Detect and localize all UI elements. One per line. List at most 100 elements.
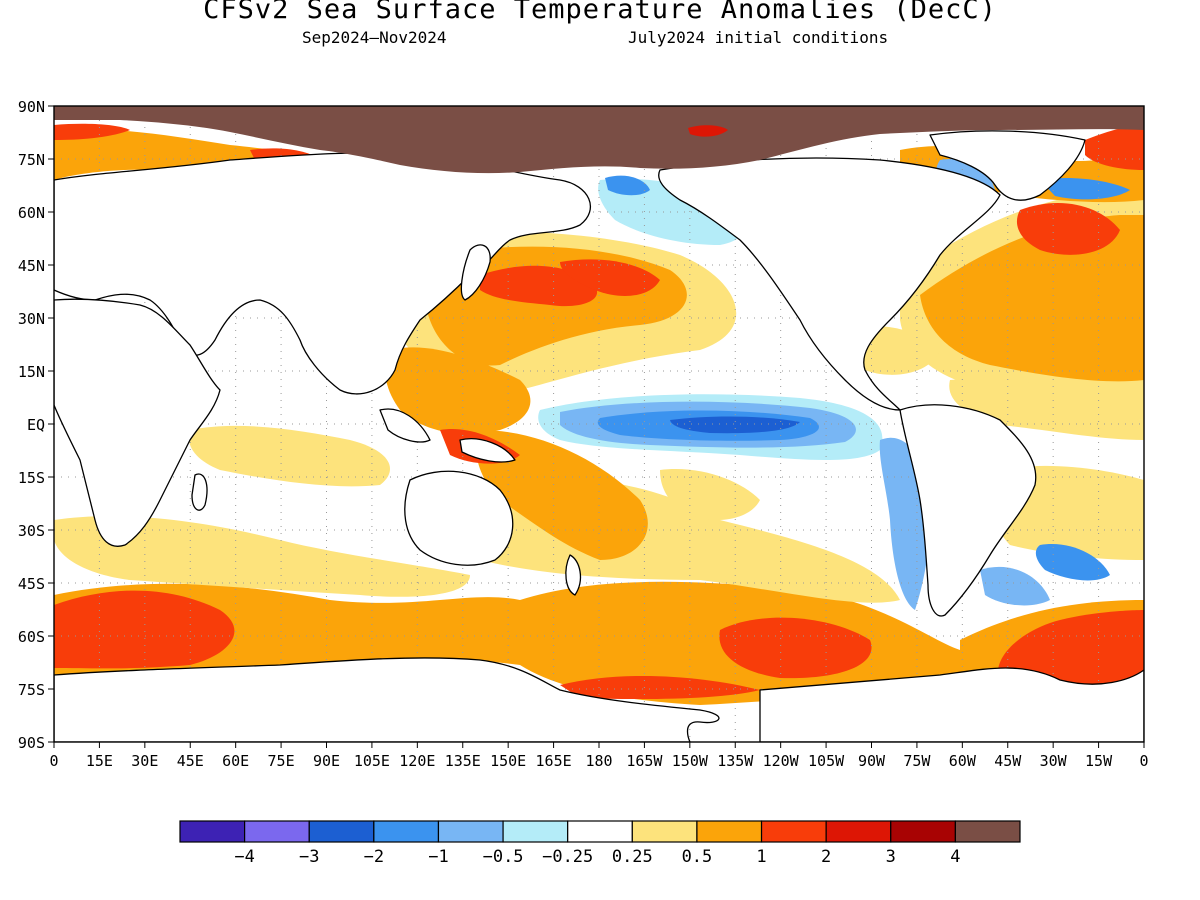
anomaly-greenland-sea-hot xyxy=(1085,125,1144,170)
anomaly-south-atlantic-hot xyxy=(998,610,1144,690)
lat-tick-label: 45N xyxy=(18,257,45,275)
anomaly-coral-sea-warm xyxy=(476,430,648,560)
lon-tick-label: 150W xyxy=(672,752,709,770)
anomaly-south-atlantic-cool xyxy=(980,566,1050,606)
colorbar-label: 3 xyxy=(886,847,896,867)
polar-ice-mask xyxy=(54,106,1144,174)
anomaly-barents-hot xyxy=(54,123,130,140)
lat-tick-label: 15N xyxy=(18,363,45,381)
lon-tick-label: 75W xyxy=(903,752,931,770)
land-south-america xyxy=(899,404,1037,617)
land-japan xyxy=(460,244,491,301)
lon-tick-label: 15W xyxy=(1085,752,1113,770)
map-field xyxy=(54,106,1144,742)
anomaly-brazil-current-cool xyxy=(1035,544,1110,581)
anomaly-nino34-core xyxy=(670,416,800,434)
anomaly-bering-cool xyxy=(605,175,650,196)
land-madagascar xyxy=(191,473,208,511)
colorbar-swatch xyxy=(825,820,892,843)
colorbar-swatch xyxy=(567,820,633,843)
chart-title: CFSv2 Sea Surface Temperature Anomalies … xyxy=(203,0,997,25)
colorbar-swatch xyxy=(760,820,827,843)
colorbar-label: 0.5 xyxy=(682,847,713,867)
land-north-america xyxy=(658,157,1001,411)
lon-tick-label: 165E xyxy=(536,752,572,770)
land-new-zealand xyxy=(565,554,582,596)
latitude-axis: 90N 75N 60N 45N 30N 15N EQ 15S 30S 45S 60S 75S 90S xyxy=(18,98,54,752)
lon-tick-label: 135E xyxy=(445,752,481,770)
lon-tick-label: 120E xyxy=(399,752,435,770)
lat-tick-label: 60N xyxy=(18,204,45,222)
lon-tick-label: 0 xyxy=(49,752,58,770)
anomaly-north-pacific-hot xyxy=(480,265,598,307)
lon-tick-label: 180 xyxy=(585,752,612,770)
lat-tick-label: EQ xyxy=(27,416,45,434)
lat-tick-label: 75N xyxy=(18,151,45,169)
colorbar-swatch xyxy=(890,820,956,843)
lat-tick-label: 15S xyxy=(18,469,45,487)
lon-tick-label: 30W xyxy=(1040,752,1068,770)
lon-tick-label: 90W xyxy=(858,752,886,770)
forecast-period: Sep2024–Nov2024 xyxy=(302,28,447,47)
lon-tick-label: 30E xyxy=(131,752,158,770)
lat-tick-label: 30S xyxy=(18,522,45,540)
lon-tick-label: 60E xyxy=(222,752,249,770)
colorbar-label: 0.25 xyxy=(612,847,653,867)
anomaly-north-atlantic-orange xyxy=(920,215,1144,382)
land-greenland xyxy=(929,130,1086,201)
colorbar-swatch xyxy=(954,820,1021,843)
anomaly-south-indian-warm xyxy=(54,516,470,597)
colorbar-label: 1 xyxy=(756,847,766,867)
continents xyxy=(54,130,1144,742)
anomaly-kuroshio-hot xyxy=(560,259,660,296)
lon-tick-label: 60W xyxy=(949,752,977,770)
anomaly-se-pacific-warm xyxy=(660,469,760,520)
colorbar-swatch xyxy=(502,820,569,843)
anomaly-southern-ocean-warm xyxy=(54,581,960,705)
lat-tick-label: 75S xyxy=(18,681,45,699)
colorbar-label: 4 xyxy=(950,847,960,867)
anomaly-indian-ocean-warm xyxy=(188,425,390,487)
colorbar-swatch xyxy=(437,820,504,843)
land-new-guinea xyxy=(459,438,516,463)
lon-tick-label: 15E xyxy=(86,752,113,770)
colorbar-swatch xyxy=(696,820,763,843)
colorbar-swatch xyxy=(631,820,698,843)
land-maritime-continent xyxy=(379,408,431,443)
lat-tick-label: 90S xyxy=(18,734,45,752)
longitude-axis: 0 15E 30E 45E 60E 75E 90E 105E 120E 135E 150E 165E 1… xyxy=(49,742,1149,770)
colorbar-labels: −4 −3 −2 −1 −0.5 −0.25 0.25 0.5 1 2 3 4 xyxy=(234,847,960,867)
land-africa xyxy=(54,298,221,547)
anomaly-n-atlantic-cold xyxy=(1040,178,1130,200)
land-antarctica xyxy=(54,657,1144,742)
colorbar xyxy=(179,820,1021,843)
lon-tick-label: 90E xyxy=(313,752,340,770)
colorbar-swatch xyxy=(308,820,375,843)
lat-tick-label: 90N xyxy=(18,98,45,116)
colorbar-label: 2 xyxy=(821,847,831,867)
lon-tick-label: 105E xyxy=(354,752,390,770)
colorbar-label: −0.5 xyxy=(483,847,524,867)
anomaly-gulf-stream-hot xyxy=(1016,202,1120,255)
lat-tick-label: 45S xyxy=(18,575,45,593)
colorbar-swatch xyxy=(244,820,310,843)
colorbar-label: −2 xyxy=(364,847,384,867)
lon-tick-label: 135W xyxy=(717,752,754,770)
colorbar-label: −3 xyxy=(299,847,319,867)
lon-tick-label: 75E xyxy=(268,752,295,770)
anomaly-ross-sea-hot xyxy=(560,675,760,700)
lat-tick-label: 60S xyxy=(18,628,45,646)
lon-tick-label: 45E xyxy=(177,752,204,770)
lon-tick-label: 0 xyxy=(1139,752,1148,770)
lat-tick-label: 30N xyxy=(18,310,45,328)
lon-tick-label: 105W xyxy=(808,752,845,770)
anomaly-tropical-atlantic-warm xyxy=(949,378,1144,440)
colorbar-swatch xyxy=(179,820,246,843)
colorbar-swatch xyxy=(373,820,440,843)
land-australia xyxy=(404,470,514,566)
lon-tick-label: 165W xyxy=(626,752,663,770)
arctic-hot-spot xyxy=(688,125,728,137)
initial-conditions: July2024 initial conditions xyxy=(628,28,889,47)
lon-tick-label: 120W xyxy=(763,752,800,770)
